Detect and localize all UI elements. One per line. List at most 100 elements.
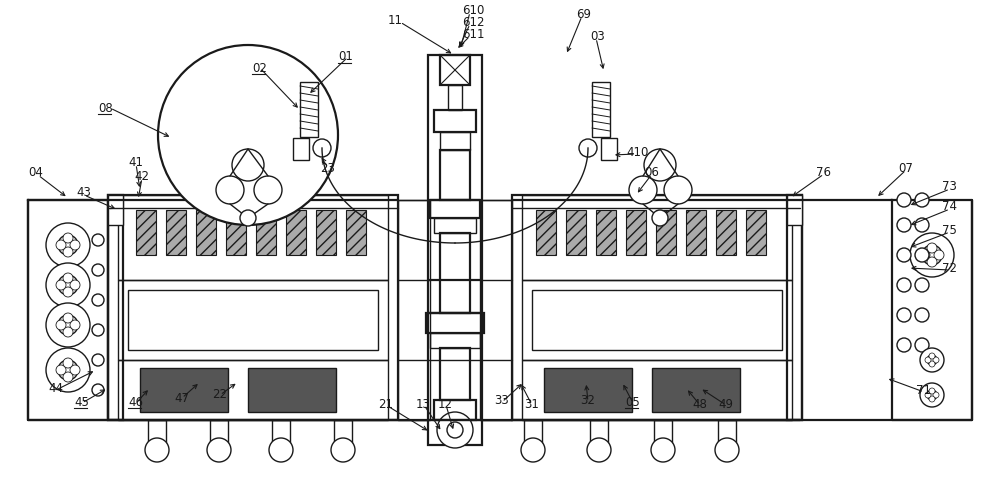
Text: 21: 21 — [378, 398, 393, 411]
Bar — [686, 210, 706, 255]
Circle shape — [933, 392, 939, 398]
Circle shape — [915, 338, 929, 352]
Circle shape — [63, 372, 73, 382]
Circle shape — [56, 280, 66, 290]
Circle shape — [651, 438, 675, 462]
Bar — [140, 368, 228, 412]
Circle shape — [92, 324, 104, 336]
Bar — [136, 210, 156, 255]
Circle shape — [897, 218, 911, 232]
Circle shape — [92, 354, 104, 366]
Circle shape — [715, 438, 739, 462]
Circle shape — [92, 384, 104, 396]
Text: 32: 32 — [580, 394, 595, 407]
Bar — [166, 210, 186, 255]
Bar — [434, 110, 476, 132]
Text: 47: 47 — [174, 392, 189, 405]
Bar — [300, 82, 318, 137]
Text: 44: 44 — [48, 382, 63, 395]
Bar — [272, 420, 290, 444]
Text: 611: 611 — [462, 27, 484, 40]
Circle shape — [929, 361, 935, 367]
Bar — [316, 210, 336, 255]
Circle shape — [58, 235, 78, 255]
Bar — [596, 210, 616, 255]
Bar — [448, 85, 462, 110]
Bar — [440, 348, 470, 400]
Circle shape — [70, 365, 80, 375]
Circle shape — [920, 348, 944, 372]
Circle shape — [92, 234, 104, 246]
Bar — [434, 218, 476, 233]
Bar — [544, 368, 632, 412]
Bar — [601, 138, 617, 160]
Text: 07: 07 — [898, 162, 913, 174]
Bar — [787, 195, 802, 420]
Circle shape — [927, 243, 937, 253]
Text: 43: 43 — [76, 186, 91, 199]
Bar — [532, 290, 782, 350]
Circle shape — [92, 264, 104, 276]
Text: 71: 71 — [916, 384, 931, 397]
Circle shape — [934, 250, 944, 260]
Bar — [652, 368, 740, 412]
Circle shape — [56, 365, 66, 375]
Circle shape — [579, 139, 597, 157]
Bar — [626, 210, 646, 255]
Text: 75: 75 — [942, 224, 957, 237]
Circle shape — [58, 315, 78, 335]
Bar — [148, 420, 166, 444]
Text: 69: 69 — [576, 7, 591, 20]
Bar — [440, 150, 470, 200]
Circle shape — [929, 396, 935, 402]
Bar — [226, 210, 246, 255]
Text: 33: 33 — [494, 394, 509, 407]
Circle shape — [269, 438, 293, 462]
Circle shape — [207, 438, 231, 462]
Circle shape — [46, 263, 90, 307]
Circle shape — [63, 247, 73, 257]
Circle shape — [897, 308, 911, 322]
Circle shape — [927, 355, 937, 365]
Text: 72: 72 — [942, 261, 957, 274]
Circle shape — [929, 353, 935, 359]
Bar — [108, 195, 123, 420]
Text: 13: 13 — [416, 398, 431, 411]
Circle shape — [929, 388, 935, 394]
Bar — [398, 200, 430, 420]
Circle shape — [46, 223, 90, 267]
Circle shape — [915, 248, 929, 262]
Bar — [566, 210, 586, 255]
Circle shape — [313, 139, 331, 157]
Bar — [346, 210, 366, 255]
Text: 42: 42 — [134, 169, 149, 182]
Circle shape — [920, 250, 930, 260]
Circle shape — [587, 438, 611, 462]
Text: 46: 46 — [128, 396, 143, 409]
Bar — [108, 195, 398, 420]
Circle shape — [92, 294, 104, 306]
Text: 76: 76 — [816, 166, 831, 178]
Circle shape — [63, 287, 73, 297]
Text: 02: 02 — [252, 62, 267, 75]
Circle shape — [63, 358, 73, 368]
Circle shape — [232, 149, 264, 181]
Circle shape — [652, 210, 668, 226]
Circle shape — [254, 176, 282, 204]
Text: 23: 23 — [320, 162, 335, 174]
Bar — [256, 210, 276, 255]
Circle shape — [897, 278, 911, 292]
Circle shape — [925, 392, 931, 398]
Bar — [434, 400, 476, 420]
Text: 45: 45 — [74, 396, 89, 409]
Bar — [522, 195, 792, 280]
Circle shape — [63, 313, 73, 323]
Text: 03: 03 — [590, 29, 605, 43]
Circle shape — [240, 210, 256, 226]
Bar — [440, 233, 470, 313]
Bar — [293, 138, 309, 160]
Bar — [536, 210, 556, 255]
Text: 41: 41 — [128, 156, 143, 168]
Circle shape — [63, 233, 73, 243]
Circle shape — [897, 338, 911, 352]
